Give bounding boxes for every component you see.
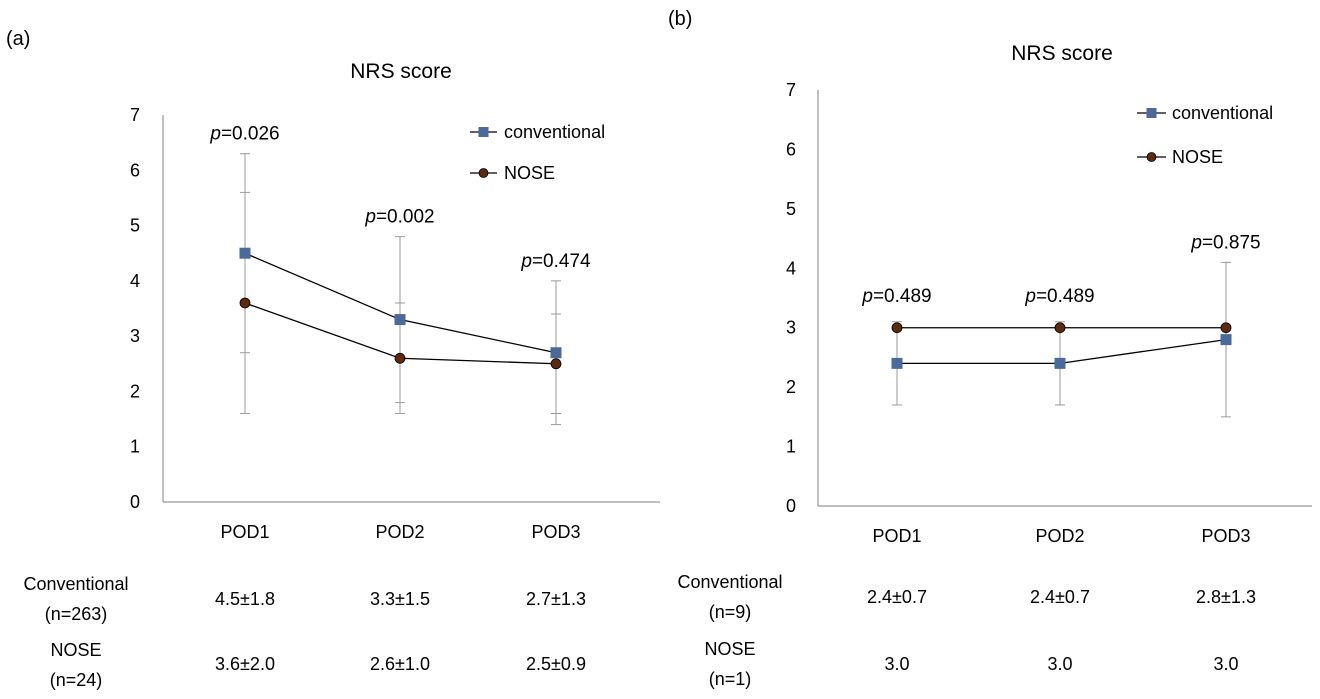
table-cell: 3.0 (1047, 654, 1072, 674)
y-tick-label: 7 (786, 80, 796, 100)
table-cell: 4.5±1.8 (215, 589, 275, 609)
p-value-annotation: p=0.489 (861, 286, 931, 307)
p-value-prefix: p (364, 207, 376, 228)
y-tick-label: 3 (130, 326, 140, 346)
y-tick-label: 6 (130, 160, 140, 180)
table-cell: 2.8±1.3 (1196, 587, 1256, 607)
table-cell: 2.7±1.3 (526, 589, 586, 609)
y-tick-label: 2 (130, 381, 140, 401)
table-row-label: NOSE (704, 639, 755, 659)
data-point-nose (1220, 322, 1232, 334)
p-value-prefix: p (861, 286, 873, 307)
table-cell: 3.0 (1213, 654, 1238, 674)
p-value-annotation: p=0.875 (1190, 232, 1260, 253)
chart-title: NRS score (350, 60, 452, 83)
data-point-nose (550, 358, 562, 370)
y-tick-label: 7 (130, 105, 140, 125)
table-row-sublabel: (n=263) (45, 604, 108, 624)
y-tick-label: 5 (786, 199, 796, 219)
table-row-sublabel: (n=9) (709, 602, 752, 622)
table-row-sublabel: (n=24) (50, 670, 103, 690)
legend: conventional NOSE (470, 122, 605, 183)
y-tick-label: 4 (786, 258, 796, 278)
legend-label: NOSE (504, 163, 555, 183)
y-tick-label: 0 (786, 496, 796, 516)
table-cell: 2.4±0.7 (867, 587, 927, 607)
p-value-text: =0.875 (1202, 232, 1261, 253)
data-point-conventional (394, 314, 406, 326)
table-cell: 3.6±2.0 (215, 654, 275, 674)
legend-label: conventional (504, 122, 605, 142)
data-table: Conventional (n=9) 2.4±0.7 2.4±0.7 2.8±1.3 NO… (677, 572, 1256, 689)
y-tick-label: 0 (130, 492, 140, 512)
data-point-nose (1054, 322, 1066, 334)
legend-marker (478, 168, 489, 178)
legend-marker (478, 127, 489, 137)
data-point-conventional (891, 357, 903, 369)
data-point-nose (891, 322, 903, 334)
p-value-prefix: p (1024, 286, 1036, 307)
table-cell: 2.5±0.9 (526, 654, 586, 674)
p-value-prefix: p (209, 124, 221, 145)
y-tick-label: 3 (786, 318, 796, 338)
data-point-conventional (1054, 357, 1066, 369)
chart-title: NRS score (1011, 42, 1113, 65)
x-tick-label: POD1 (220, 522, 269, 542)
panel-label: (b) (668, 8, 692, 30)
table-cell: 3.3±1.5 (370, 589, 430, 609)
data-point-nose (239, 297, 251, 309)
x-tick-label: POD2 (375, 522, 424, 542)
p-value-text: =0.489 (1036, 286, 1095, 307)
p-value-text: =0.026 (221, 124, 280, 145)
p-value-text: =0.002 (376, 207, 435, 228)
y-tick-label: 6 (786, 139, 796, 159)
y-tick-label: 5 (130, 216, 140, 236)
x-tick-label: POD3 (1201, 526, 1250, 546)
data-point-conventional (550, 347, 562, 359)
table-row-label: Conventional (23, 574, 128, 594)
y-tick-label: 1 (786, 437, 796, 457)
table-row-label: Conventional (677, 572, 782, 592)
x-tick-label: POD2 (1035, 526, 1084, 546)
p-value-annotation: p=0.026 (209, 124, 279, 145)
table-cell: 2.4±0.7 (1030, 587, 1090, 607)
legend-marker (1146, 152, 1157, 162)
table-cell: 3.0 (884, 654, 909, 674)
table-row-label: NOSE (50, 640, 101, 660)
x-tick-label: POD1 (872, 526, 921, 546)
p-value-annotation: p=0.474 (520, 251, 591, 272)
p-value-text: =0.489 (873, 286, 932, 307)
data-table: Conventional (n=263) 4.5±1.8 3.3±1.5 2.7±1.3… (23, 574, 586, 690)
p-value-prefix: p (520, 251, 532, 272)
data-point-conventional (1220, 334, 1232, 346)
y-tick-label: 2 (786, 377, 796, 397)
p-value-annotation: p=0.489 (1024, 286, 1094, 307)
y-tick-label: 4 (130, 271, 140, 291)
table-row-sublabel: (n=1) (709, 669, 752, 689)
panel-label: (a) (6, 28, 30, 50)
legend-marker (1146, 108, 1157, 118)
legend-label: conventional (1172, 103, 1273, 123)
data-point-nose (394, 352, 406, 364)
p-value-text: =0.474 (532, 251, 591, 272)
data-point-conventional (239, 247, 251, 259)
y-tick-label: 1 (130, 437, 140, 457)
legend-label: NOSE (1172, 147, 1223, 167)
legend: conventional NOSE (1137, 103, 1273, 167)
table-cell: 2.6±1.0 (370, 654, 430, 674)
p-value-prefix: p (1190, 232, 1202, 253)
x-tick-label: POD3 (531, 522, 580, 542)
p-value-annotation: p=0.002 (364, 207, 434, 228)
